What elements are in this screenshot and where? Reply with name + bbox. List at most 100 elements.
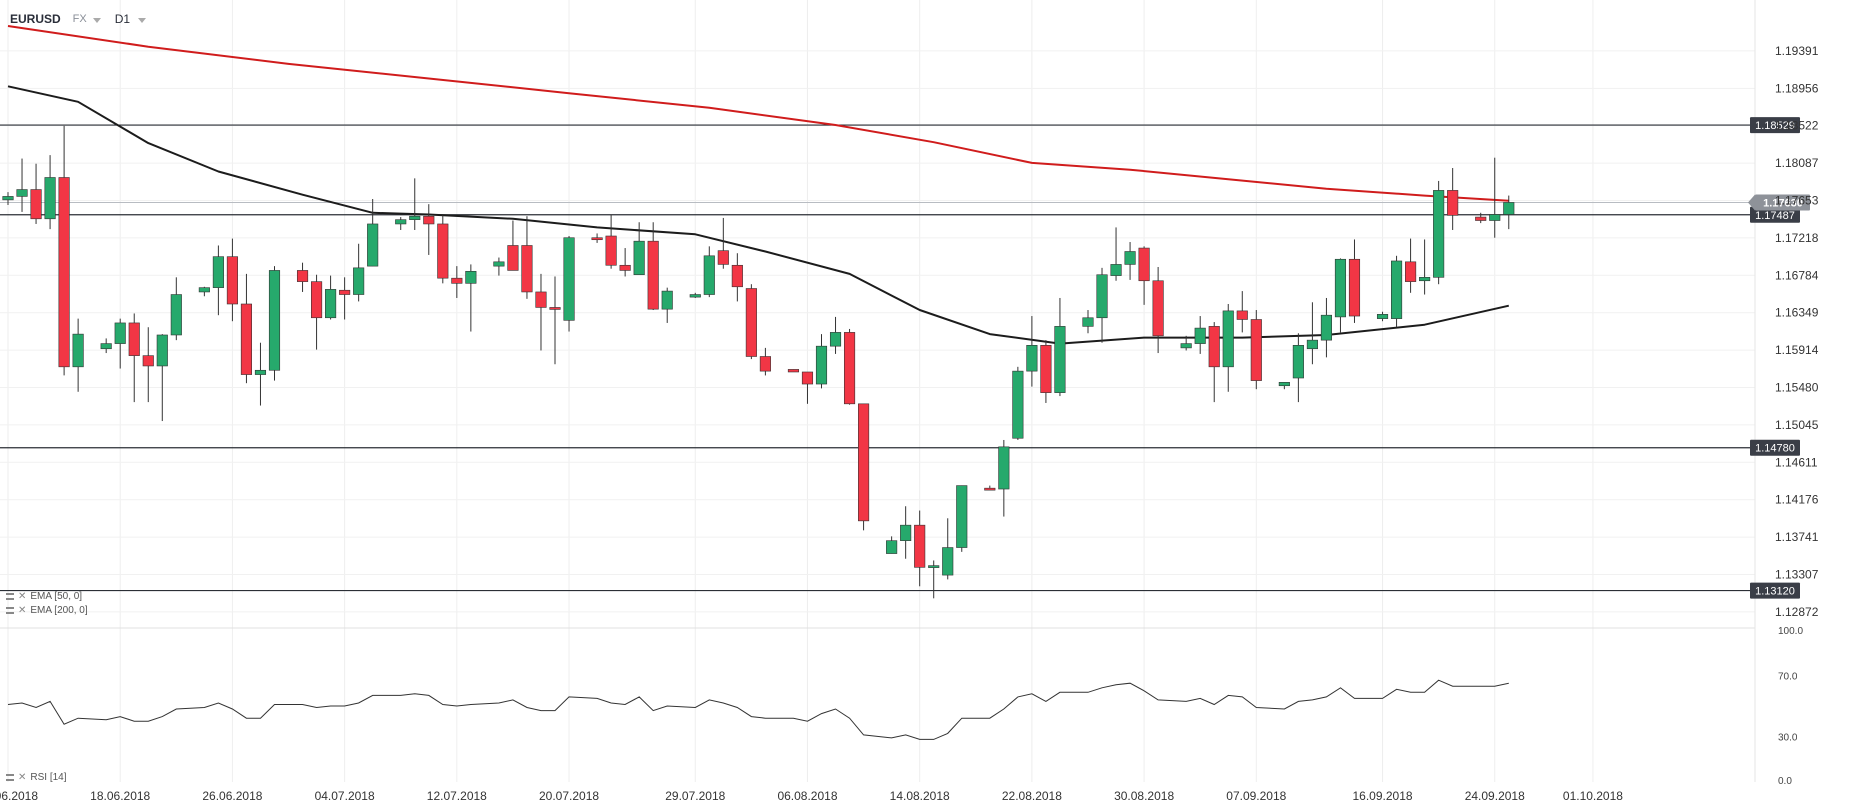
candle-body [1152, 280, 1164, 337]
candle [563, 236, 575, 332]
candle-body [1320, 314, 1332, 341]
date-tick-label: 04.07.2018 [315, 789, 375, 803]
candle-body [1306, 339, 1318, 350]
candle-body [1433, 190, 1445, 278]
date-tick-label: 14.08.2018 [890, 789, 950, 803]
timeframe-label[interactable]: D1 [114, 12, 131, 26]
candle [1334, 258, 1347, 333]
candle-body [886, 540, 898, 554]
settings-icon[interactable] [6, 607, 14, 614]
timeframe-dropdown-icon[interactable] [138, 17, 147, 23]
candle [1222, 303, 1234, 392]
candle [633, 222, 645, 276]
date-tick-label: 06.08.2018 [777, 789, 837, 803]
candle-body [423, 215, 435, 225]
candle [1236, 291, 1248, 333]
candle [1306, 302, 1318, 365]
candle [128, 313, 140, 403]
ema200-label: EMA [200, 0] [30, 605, 88, 616]
candle-body [1348, 258, 1361, 317]
candle [212, 245, 224, 316]
candle-body [661, 290, 673, 310]
candle [353, 243, 365, 302]
candle-body [198, 287, 210, 293]
candle [900, 506, 912, 559]
price-level-badge [1750, 117, 1800, 134]
candle-body [409, 215, 421, 220]
candle-body [128, 322, 140, 356]
candle-body [58, 177, 70, 368]
candle-body [759, 356, 771, 372]
candle-body [731, 264, 743, 288]
candle [1026, 316, 1038, 387]
candle-body [1489, 214, 1501, 221]
candle [717, 217, 729, 269]
candle [1292, 333, 1304, 403]
candle [1194, 316, 1206, 354]
ema50-legend[interactable]: ✕ EMA [50, 0] [6, 591, 82, 602]
candle-body [1082, 317, 1094, 327]
candle [16, 158, 28, 212]
candle-body [1180, 343, 1192, 349]
candle-body [1376, 314, 1389, 319]
candle [100, 338, 112, 354]
settings-icon[interactable] [6, 593, 14, 600]
close-icon[interactable]: ✕ [18, 591, 27, 602]
close-icon[interactable]: ✕ [18, 605, 27, 616]
candle-body [521, 245, 533, 293]
candle [2, 192, 14, 206]
price-tick-label: 1.16349 [1775, 306, 1819, 320]
candle-body [1194, 327, 1206, 344]
rsi-tick-label: 70.0 [1778, 672, 1798, 683]
candle [296, 262, 309, 292]
candle [1503, 195, 1515, 230]
candle [914, 510, 926, 587]
ema50-label: EMA [50, 0] [30, 591, 83, 602]
candle-body [1026, 345, 1038, 372]
settings-icon[interactable] [6, 774, 14, 781]
candle [1320, 297, 1332, 358]
candle-body [240, 303, 252, 375]
candle [226, 238, 238, 322]
candle-body [1391, 260, 1403, 319]
candle [1405, 238, 1417, 293]
market-dropdown-icon[interactable] [92, 17, 101, 23]
candle-body [325, 289, 337, 319]
candle-body [605, 235, 617, 266]
price-tick-label: 1.16784 [1775, 268, 1819, 282]
candle [1096, 267, 1108, 343]
price-level-badge [1750, 439, 1800, 456]
candle [1012, 366, 1024, 440]
candle-body [1503, 202, 1515, 215]
candle [507, 220, 519, 271]
close-icon[interactable]: ✕ [18, 772, 27, 783]
candle [549, 276, 561, 365]
candle-body [212, 256, 224, 288]
candle-body [1292, 345, 1304, 379]
current-price-pointer [1748, 194, 1755, 211]
current-price-badge [1755, 194, 1810, 211]
candle [240, 273, 252, 384]
rsi-tick-label: 0.0 [1778, 776, 1792, 787]
candle-body [647, 240, 659, 310]
date-tick-label: 20.07.2018 [539, 789, 599, 803]
symbol-label[interactable]: EURUSD [10, 12, 61, 26]
chart-toolbar: EURUSD FX D1 [10, 8, 160, 30]
candle [759, 347, 771, 376]
candle-body [1447, 190, 1459, 216]
candle [395, 217, 407, 230]
candle [745, 284, 757, 360]
candle [1433, 180, 1445, 285]
candle-body [591, 237, 603, 241]
candle [1124, 242, 1136, 280]
ema200-legend[interactable]: ✕ EMA [200, 0] [6, 605, 88, 616]
price-level-label: 1.18529 [1755, 120, 1795, 132]
candle [1391, 255, 1403, 328]
candle-body [367, 223, 379, 267]
candle-body [942, 547, 954, 576]
candle [1152, 266, 1164, 354]
candle [30, 163, 42, 224]
price-tick-label: 1.15914 [1775, 343, 1819, 357]
rsi-legend[interactable]: ✕ RSI [14] [6, 772, 67, 783]
